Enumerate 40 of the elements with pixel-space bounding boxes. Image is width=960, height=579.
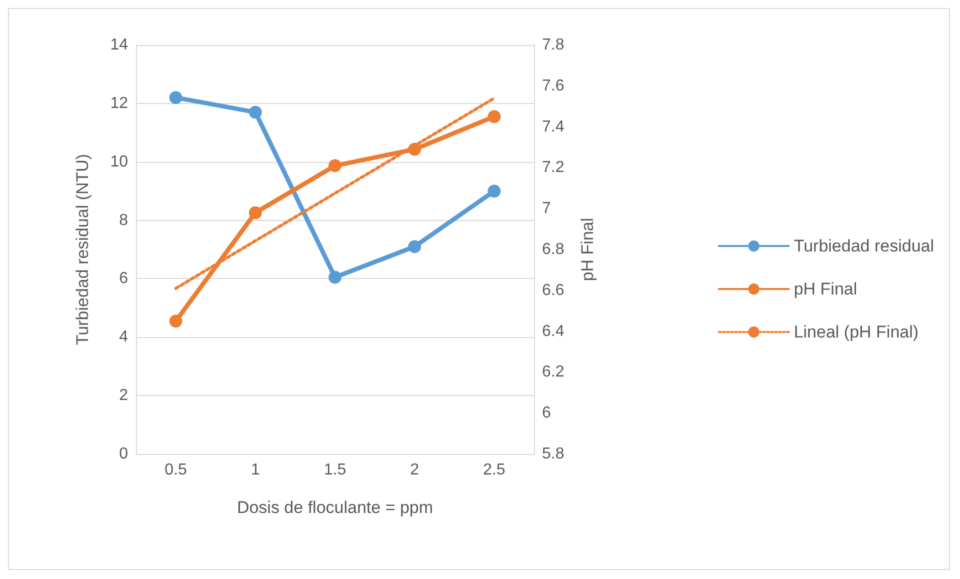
y2-tick-label: 5.8 <box>542 446 564 462</box>
x-tick-label: 1.5 <box>324 462 346 478</box>
y2-tick-label: 6 <box>542 404 551 422</box>
y-tick-label: 6 <box>119 270 128 288</box>
x-axis-title: Dosis de floculante = ppm <box>236 498 434 517</box>
y2-tick-label: 7.8 <box>542 36 564 54</box>
x-tick-label: 1 <box>250 462 260 478</box>
y2-tick-label: 6.8 <box>542 241 564 258</box>
legend-label: pH Final <box>794 280 858 298</box>
y-tick-label: 14 <box>110 36 128 54</box>
y2-tick-label: 7.6 <box>542 77 564 94</box>
y-tick-label: 4 <box>119 328 128 346</box>
point <box>169 91 182 104</box>
y2-tick-label: 7.2 <box>542 159 564 176</box>
y-tick-label: 10 <box>110 153 128 170</box>
point <box>328 159 342 172</box>
point <box>248 206 262 220</box>
point <box>328 270 342 284</box>
y2-tick-label: 7 <box>542 200 551 218</box>
y-tick-label: 12 <box>110 94 128 112</box>
legend-label: Lineal (pH Final) <box>794 322 919 342</box>
point <box>488 110 501 124</box>
y-axis-title: Turbiedad residual (NTU) <box>73 154 92 346</box>
legend-label: Turbiedad residual <box>794 236 934 256</box>
x-tick-label: 2 <box>410 462 420 478</box>
y2-tick-label: 7.4 <box>542 118 564 136</box>
x-tick-label: 2.5 <box>483 462 506 478</box>
y2-axis-title: pH Final <box>578 218 597 282</box>
y2-tick-label: 6.6 <box>542 282 564 299</box>
point <box>408 240 422 254</box>
point <box>408 142 422 156</box>
point <box>248 106 262 119</box>
x-tick-label: 0.5 <box>164 462 188 478</box>
y-tick-label: 2 <box>119 387 128 404</box>
point <box>488 184 501 198</box>
y2-tick-label: 6.2 <box>542 364 564 381</box>
y-tick-label: 8 <box>119 212 128 229</box>
y-tick-label: 0 <box>119 446 128 462</box>
y2-tick-label: 6.4 <box>542 322 564 340</box>
point <box>169 314 182 328</box>
